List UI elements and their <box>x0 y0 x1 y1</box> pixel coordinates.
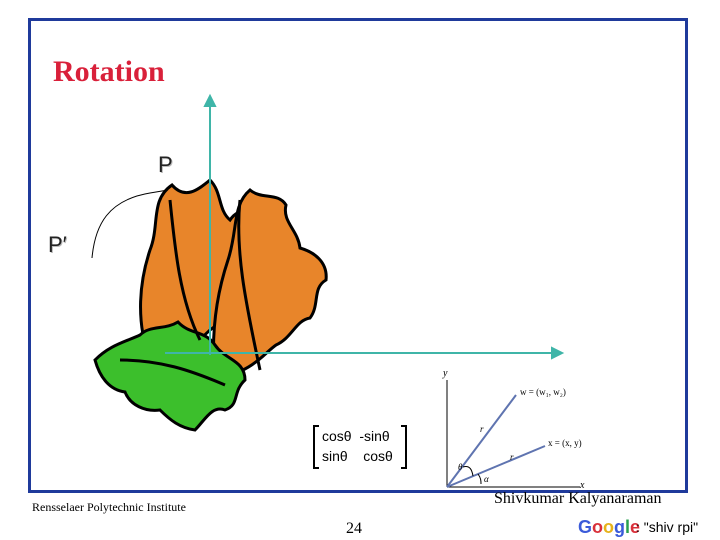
alpha-label: α <box>484 474 489 484</box>
google-logo-icon: Google <box>578 517 641 537</box>
r-label-lower: r <box>510 452 514 462</box>
vector-diagram <box>446 380 580 488</box>
matrix-brackets <box>313 425 407 469</box>
slide-title: Rotation <box>53 55 165 88</box>
point-p-prime-label: P′ <box>48 232 67 257</box>
green-leaf-icon <box>93 320 247 432</box>
page-number: 24 <box>346 520 362 537</box>
coordinate-axes <box>165 93 565 360</box>
y-axis-label: y <box>443 368 448 379</box>
rotation-matrix: cosθ -sinθ sinθ cosθ <box>312 425 408 469</box>
point-p-label: P <box>158 152 173 177</box>
x-axis-label: x <box>580 480 585 491</box>
footer-institution: Rensselaer Polytechnic Institute <box>32 500 186 514</box>
w-vector-label: w = (w₁, w₂) <box>520 387 566 397</box>
slide-frame <box>28 18 688 493</box>
footer-author: Shivkumar Kalyanaraman <box>494 490 662 507</box>
rotation-arc <box>91 189 169 259</box>
theta-label: θ <box>458 462 463 472</box>
matrix-row-2: sinθ cosθ <box>322 448 393 464</box>
google-query: : "shiv rpi" <box>636 519 699 535</box>
r-label-upper: r <box>480 424 484 434</box>
x-vector-label: x = (x, y) <box>548 438 582 448</box>
matrix-row-1: cosθ -sinθ <box>322 428 390 444</box>
